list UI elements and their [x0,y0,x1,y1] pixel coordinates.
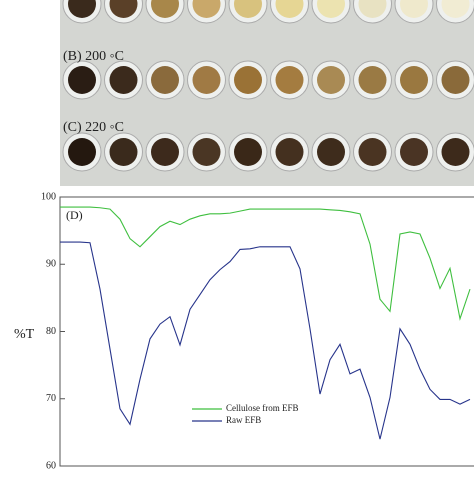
sample [234,66,262,94]
photo-label: (B) 200 ◦C [63,49,124,64]
plot-frame [60,197,474,466]
sample [110,138,138,166]
sample [193,138,221,166]
photo-label: (C) 220 ◦C [63,120,124,135]
sample [234,138,262,166]
series-line [60,207,470,319]
sample [317,66,345,94]
sample [68,66,96,94]
sample [276,138,304,166]
sample [359,66,387,94]
sample [317,138,345,166]
y-tick-label: 90 [46,259,56,270]
sample [442,66,470,94]
legend-label: Raw EFB [226,415,261,425]
sample [400,138,428,166]
sample [151,66,179,94]
legend-label: Cellulose from EFB [226,403,299,413]
sample [442,138,470,166]
sample [68,138,96,166]
sample [359,138,387,166]
sample [193,66,221,94]
y-tick-label: 60 [46,460,56,471]
y-tick-label: 70 [46,393,56,404]
y-tick-label: 100 [41,191,56,202]
sample [276,66,304,94]
y-tick-label: 80 [46,326,56,337]
panel-label: (D) [66,208,83,222]
y-axis-label: %T [14,327,35,342]
sample [110,66,138,94]
sample [151,138,179,166]
sample [400,66,428,94]
